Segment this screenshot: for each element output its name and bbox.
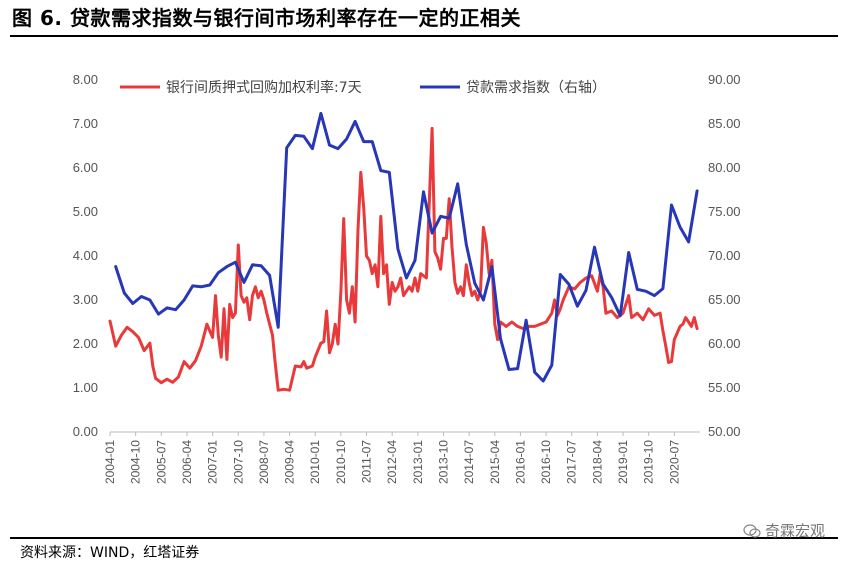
x-tick-label: 2019-01: [616, 440, 630, 484]
legend-label: 银行间质押式回购加权利率:7天: [166, 79, 362, 96]
y-left-tick-label: 4.00: [73, 248, 98, 263]
x-tick-label: 2005-07: [154, 440, 168, 484]
y-left-tick-label: 1.00: [73, 380, 98, 395]
y-left-tick-label: 2.00: [73, 336, 98, 351]
x-tick-label: 2020-07: [667, 440, 681, 484]
y-right-tick-label: 75.00: [708, 204, 741, 219]
series-line-loan-demand-index: [114, 111, 699, 383]
source-note: 资料来源：WIND，红塔证券: [20, 545, 200, 561]
axes: 0.00 1.00 2.00 3.00 4.00 5.00 6.00 7.00 8.00 50.0…: [73, 72, 741, 484]
y-right-tick-label: 50.00: [708, 424, 741, 439]
watermark-text: 奇霖宏观: [764, 522, 825, 540]
x-tick-label: 2013-01: [411, 440, 425, 484]
x-tick-label: 2014-07: [462, 440, 476, 484]
x-tick-label: 2004-10: [129, 440, 143, 484]
figure-title: 图 6. 贷款需求指数与银行间市场利率存在一定的正相关: [12, 6, 521, 30]
y-right-tick-label: 55.00: [708, 380, 741, 395]
x-tick-label: 2008-07: [257, 440, 271, 484]
x-tick-label: 2012-04: [385, 440, 399, 484]
x-tick-label: 2010-10: [334, 440, 348, 484]
legend: 银行间质押式回购加权利率:7天 贷款需求指数（右轴）: [120, 79, 606, 96]
x-tick-label: 2013-10: [436, 440, 450, 484]
y-right-tick-label: 90.00: [708, 72, 741, 87]
y-left-tick-label: 0.00: [73, 424, 98, 439]
y-left-tick-label: 6.00: [73, 160, 98, 175]
x-tick-label: 2018-04: [590, 440, 604, 484]
x-tick-label: 2017-07: [565, 440, 579, 484]
y-right-tick-label: 70.00: [708, 248, 741, 263]
wechat-icon: [743, 523, 761, 538]
plot-area: [108, 111, 699, 392]
source-rule: [10, 537, 838, 539]
x-tick-label: 2016-10: [539, 440, 553, 484]
series-line-repo-rate-7d: [108, 126, 699, 392]
x-tick-label: 2007-01: [206, 440, 220, 484]
y-left-tick-label: 3.00: [73, 292, 98, 307]
y-right-tick-label: 85.00: [708, 116, 741, 131]
x-tick-label: 2010-01: [308, 440, 322, 484]
x-tick-label: 2015-04: [488, 440, 502, 484]
legend-label: 贷款需求指数（右轴）: [466, 80, 606, 96]
y-right-tick-label: 60.00: [708, 336, 741, 351]
x-tick-label: 2007-10: [231, 440, 245, 484]
x-tick-label: 2011-07: [360, 440, 374, 483]
title-rule: [10, 35, 838, 37]
watermark: 奇霖宏观: [743, 520, 825, 541]
y-left-tick-label: 8.00: [73, 72, 98, 87]
y-right-tick-label: 80.00: [708, 160, 741, 175]
x-tick-label: 2009-04: [283, 440, 297, 484]
x-tick-label: 2016-01: [513, 440, 527, 484]
x-tick-label: 2006-04: [180, 440, 194, 484]
y-left-tick-label: 7.00: [73, 116, 98, 131]
x-tick-label: 2004-01: [103, 440, 117, 484]
y-left-tick-label: 5.00: [73, 204, 98, 219]
x-tick-label: 2019-10: [642, 440, 656, 484]
y-right-tick-label: 65.00: [708, 292, 741, 307]
